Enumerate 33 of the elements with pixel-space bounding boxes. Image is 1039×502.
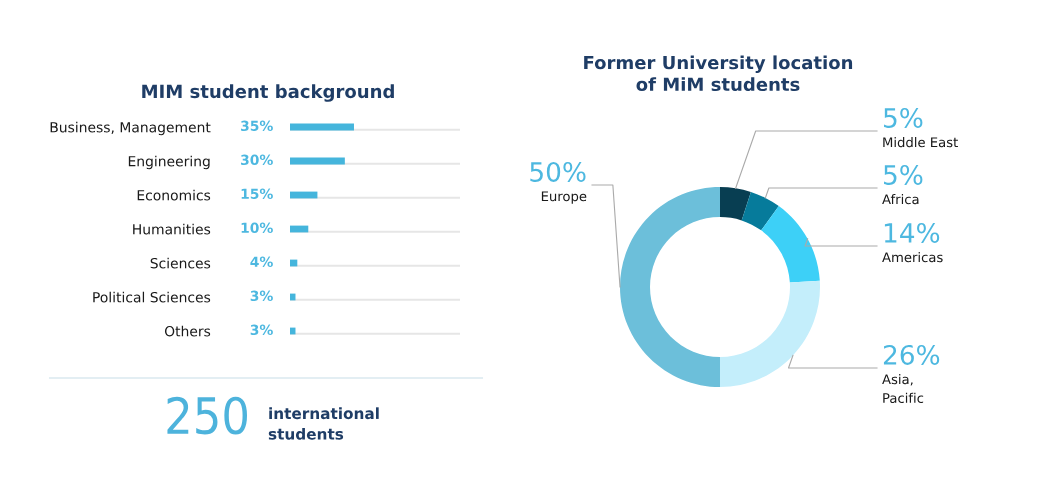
donut-slice bbox=[720, 187, 751, 221]
data-label: 3% bbox=[250, 290, 273, 302]
donut-slice bbox=[761, 206, 820, 283]
y-tick-label: Business, Management bbox=[50, 121, 211, 136]
text: 250 bbox=[167, 396, 248, 435]
data-label: 35% bbox=[241, 120, 273, 132]
data-label: 50% bbox=[530, 161, 586, 182]
data-label: 15% bbox=[241, 188, 273, 200]
y-tick-label: Engineering bbox=[128, 155, 210, 170]
y-tick-label: Sciences bbox=[150, 257, 211, 269]
data-label: 3% bbox=[250, 324, 273, 336]
slice-label: Europe bbox=[541, 191, 587, 204]
chart-title: MIM student background bbox=[142, 84, 394, 102]
data-label: 26% bbox=[883, 344, 940, 365]
slice-label: Americas bbox=[882, 252, 943, 263]
y-tick-label: Economics bbox=[137, 189, 211, 201]
data-label: 14% bbox=[884, 222, 940, 243]
donut-slice bbox=[720, 280, 820, 387]
data-label: 5% bbox=[884, 164, 923, 185]
data-label: 10% bbox=[241, 222, 273, 234]
slice-label: Middle East bbox=[883, 137, 958, 148]
data-label: 30% bbox=[241, 154, 273, 166]
text: international students bbox=[268, 407, 379, 440]
y-tick-label: Humanities bbox=[133, 223, 211, 235]
slice-label: Asia, Pacific bbox=[882, 374, 924, 403]
y-tick-label: Political Sciences bbox=[93, 291, 211, 303]
chart-title: Former University location of MiM students bbox=[584, 55, 853, 92]
data-label: 4% bbox=[250, 256, 273, 268]
data-label: 5% bbox=[884, 107, 923, 128]
donut-slice bbox=[741, 191, 779, 231]
y-tick-label: Others bbox=[164, 325, 211, 337]
donut-slice bbox=[620, 187, 720, 387]
slice-label: Africa bbox=[882, 194, 919, 205]
